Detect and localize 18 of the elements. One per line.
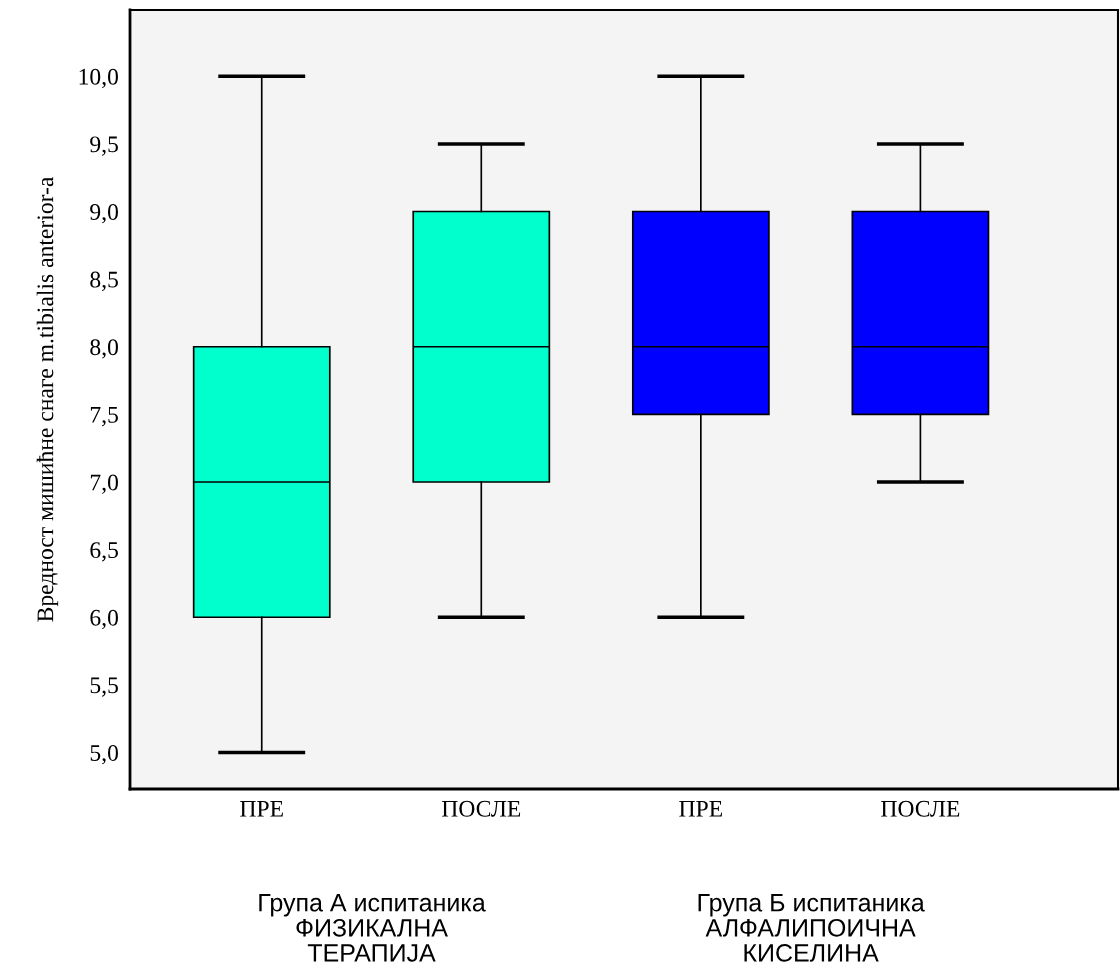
x-tick-label: ПОСЛЕ: [881, 800, 960, 817]
x-tick-label: ПРЕ: [679, 801, 722, 817]
x-tick-label: ПРЕ: [240, 801, 283, 817]
y-tick-label: 7,0: [90, 474, 118, 494]
y-axis-title: Вредност мишићне снаге m.tibialis anterior-a: [36, 176, 59, 622]
y-tick-label: 10,0: [79, 68, 118, 89]
y-tick-label: 5,0: [90, 744, 118, 765]
y-tick-label: 9,5: [90, 136, 118, 156]
text: Група Б испитаника АЛФАЛИПОИЧНА КИСЕЛИНА: [698, 894, 925, 962]
text: Група А испитаника ФИЗИКАЛНА ТЕРАПИЈА: [259, 894, 486, 962]
y-tick-label: 8,5: [90, 271, 118, 291]
y-tick-label: 9,0: [90, 204, 118, 224]
y-tick-label: 6,0: [90, 609, 118, 630]
y-tick-label: 5,5: [90, 677, 118, 697]
y-tick-label: 7,5: [90, 407, 118, 427]
y-tick-label: 8,0: [90, 339, 118, 359]
x-tick-label: ПОСЛЕ: [441, 800, 521, 817]
y-tick-label: 6,5: [90, 542, 118, 562]
